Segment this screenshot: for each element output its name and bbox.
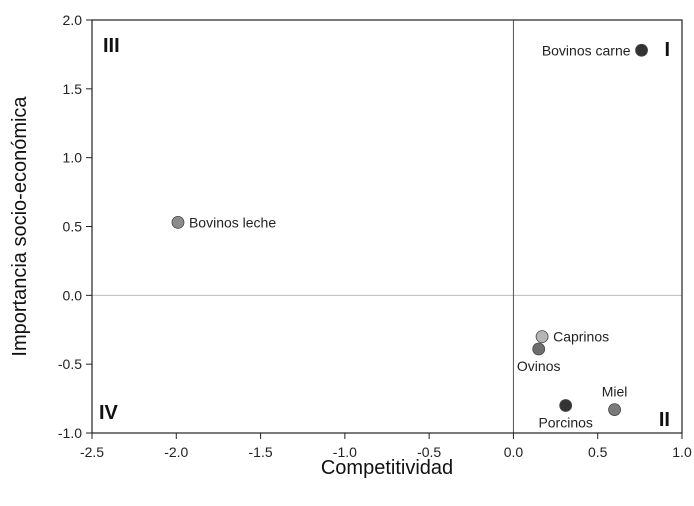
- quadrant-label: IV: [99, 402, 119, 424]
- x-tick-label: 0.5: [588, 444, 608, 460]
- point-label: Caprinos: [553, 329, 609, 345]
- quadrant-label: II: [659, 409, 670, 431]
- point-label: Ovinos: [517, 358, 561, 374]
- quadrant-label: III: [103, 35, 120, 57]
- y-tick-label: -1.0: [58, 425, 82, 441]
- x-tick-label: 0.0: [504, 444, 524, 460]
- plot-area: -2.5 -2.0 -1.5 -1.0 -0.5 0.0 0.5 1.0 2.0 1.5 1.0 0.…: [58, 12, 692, 460]
- y-tick-label: -0.5: [58, 356, 82, 372]
- point-label: Miel: [602, 384, 628, 400]
- data-point: [559, 399, 573, 412]
- data-point: [532, 342, 546, 356]
- quadrant-label: I: [664, 39, 670, 61]
- data-point: [635, 43, 648, 57]
- x-axis-title: Competitividad: [321, 457, 453, 479]
- x-tick-label: -2.5: [80, 444, 104, 460]
- y-tick-label: 2.0: [63, 12, 83, 28]
- x-tick-label: 1.0: [672, 444, 692, 460]
- y-tick-label: 0.5: [63, 219, 83, 235]
- x-tick-label: -1.0: [333, 444, 357, 460]
- data-point: [608, 403, 621, 416]
- x-tick-label: -0.5: [417, 444, 441, 460]
- y-tick-label: 1.0: [63, 150, 83, 166]
- y-tick-label: 1.5: [63, 81, 83, 97]
- point-label: Bovinos leche: [189, 214, 276, 230]
- y-axis-title: Importancia socio-económica: [9, 96, 31, 357]
- point-label: Porcinos: [538, 414, 592, 430]
- point-label: Bovinos carne: [542, 42, 631, 58]
- data-point: [171, 215, 185, 229]
- y-tick-label: 0.0: [63, 287, 83, 303]
- x-tick-label: -1.5: [249, 444, 273, 460]
- x-tick-label: -2.0: [164, 444, 188, 460]
- data-point: [535, 330, 549, 344]
